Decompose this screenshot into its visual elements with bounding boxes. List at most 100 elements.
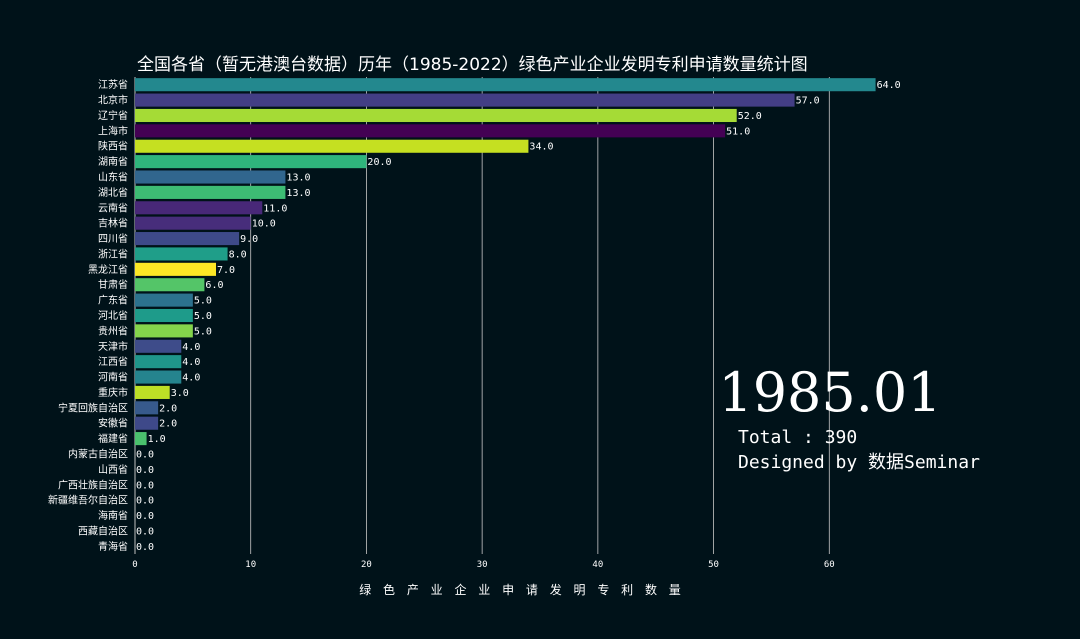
bar (135, 401, 159, 415)
bar (135, 247, 228, 261)
category-label: 湖南省 (98, 155, 128, 168)
bar (135, 339, 182, 353)
bar (135, 278, 205, 292)
bar (135, 370, 182, 384)
value-label: 11.0 (263, 203, 287, 214)
value-label: 9.0 (240, 234, 258, 245)
value-label: 5.0 (194, 311, 212, 322)
category-label: 吉林省 (98, 217, 128, 230)
value-label: 1.0 (148, 434, 166, 445)
bar (135, 201, 263, 215)
bar (135, 93, 795, 107)
value-label: 4.0 (182, 357, 200, 368)
category-label: 云南省 (98, 201, 128, 214)
total-text: Total : 390 (738, 427, 857, 448)
value-label: 34.0 (529, 142, 553, 153)
bar (135, 262, 216, 276)
x-tick-label: 20 (361, 560, 372, 570)
bar (135, 78, 876, 92)
bar (135, 185, 286, 199)
value-label: 13.0 (286, 188, 310, 199)
bar (135, 124, 726, 138)
x-tick-label: 40 (592, 560, 603, 570)
bar (135, 108, 737, 123)
category-label: 陕西省 (98, 140, 128, 153)
category-label: 江苏省 (98, 78, 128, 91)
value-label: 0.0 (136, 480, 154, 491)
bar (135, 385, 170, 399)
bar (135, 308, 193, 323)
category-label: 山西省 (98, 463, 128, 476)
value-label: 3.0 (171, 388, 189, 399)
category-label: 福建省 (98, 432, 128, 445)
category-label: 甘肃省 (98, 278, 128, 291)
value-label: 10.0 (252, 219, 276, 230)
value-label: 6.0 (205, 280, 223, 291)
value-label: 0.0 (136, 526, 154, 537)
category-label: 辽宁省 (98, 109, 128, 122)
category-label: 北京市 (98, 94, 128, 107)
value-label: 20.0 (367, 157, 391, 168)
value-label: 5.0 (194, 296, 212, 307)
category-label: 新疆维吾尔自治区 (48, 494, 128, 507)
category-label: 贵州省 (98, 324, 128, 337)
label-layer: 0 10 20 30 40 50 60 江苏省 64.0 北京市 57.0 辽宁省 52.0 上海市 51.… (48, 78, 901, 570)
category-label: 宁夏回族自治区 (58, 401, 128, 414)
category-label: 浙江省 (98, 247, 128, 260)
category-label: 天津市 (98, 340, 128, 353)
bar (135, 416, 159, 430)
bar (135, 232, 240, 246)
category-label: 黑龙江省 (88, 263, 128, 276)
category-label: 河北省 (98, 309, 128, 322)
value-label: 5.0 (194, 326, 212, 337)
bar (135, 139, 529, 153)
category-label: 山东省 (98, 171, 128, 184)
x-axis-label: 绿 色 产 业 企 业 申 请 发 明 专 利 数 量 (359, 582, 685, 597)
category-label: 重庆市 (98, 386, 128, 399)
category-label: 内蒙古自治区 (68, 447, 128, 460)
value-label: 0.0 (136, 449, 154, 460)
x-tick-label: 50 (708, 560, 719, 570)
category-label: 湖北省 (98, 186, 128, 199)
bar (135, 432, 147, 446)
category-label: 广西壮族自治区 (58, 478, 128, 491)
category-label: 江西省 (98, 355, 128, 368)
x-tick-label: 10 (245, 560, 256, 570)
x-tick-label: 0 (132, 560, 137, 570)
value-label: 2.0 (159, 403, 177, 414)
value-label: 51.0 (726, 126, 750, 137)
value-label: 13.0 (286, 173, 310, 184)
value-label: 57.0 (796, 96, 820, 107)
bar (135, 293, 193, 307)
value-label: 4.0 (182, 342, 200, 353)
category-label: 广东省 (98, 294, 128, 307)
bar (135, 324, 193, 338)
bar (135, 155, 367, 169)
value-label: 64.0 (877, 80, 901, 91)
x-tick-label: 60 (824, 560, 835, 570)
x-tick-label: 30 (477, 560, 488, 570)
bar (135, 355, 182, 369)
value-label: 0.0 (136, 542, 154, 553)
category-label: 海南省 (98, 509, 128, 522)
bar (135, 216, 251, 230)
value-label: 0.0 (136, 511, 154, 522)
bar (135, 170, 286, 184)
value-label: 2.0 (159, 419, 177, 430)
period-label: 1985.01 (718, 361, 941, 424)
category-label: 河南省 (98, 371, 128, 384)
value-label: 8.0 (229, 249, 247, 260)
value-label: 7.0 (217, 265, 235, 276)
value-label: 52.0 (738, 111, 762, 122)
value-label: 0.0 (136, 496, 154, 507)
chart-title: 全国各省（暂无港澳台数据）历年（1985-2022）绿色产业企业发明专利申请数量… (137, 55, 808, 75)
category-label: 青海省 (98, 540, 128, 553)
category-label: 西藏自治区 (78, 524, 128, 537)
value-label: 4.0 (182, 373, 200, 384)
category-label: 四川省 (98, 232, 128, 245)
category-label: 上海市 (98, 124, 128, 137)
credit-text: Designed by 数据Seminar (738, 452, 980, 473)
value-label: 0.0 (136, 465, 154, 476)
